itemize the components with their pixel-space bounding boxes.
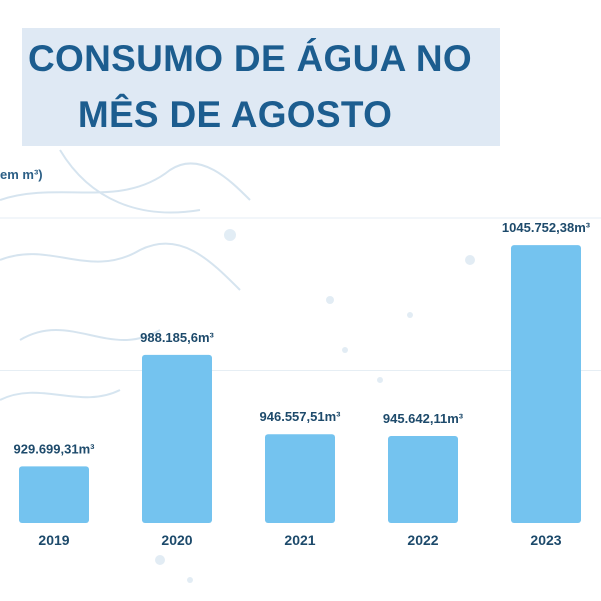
bar-2021 [265, 434, 335, 523]
data-label-2020: 988.185,6m³ [140, 330, 214, 345]
data-label-2021: 946.557,51m³ [260, 409, 342, 424]
chart-title-line-2: MÊS DE AGOSTO [77, 94, 393, 135]
data-label-2019: 929.699,31m³ [14, 441, 96, 456]
data-label-2023: 1045.752,38m³ [502, 220, 591, 235]
x-tick-label-2023: 2023 [530, 532, 561, 548]
chart-title-line-1: CONSUMO DE ÁGUA NO [28, 38, 472, 79]
bar-2019 [19, 466, 89, 523]
x-tick-label-2019: 2019 [38, 532, 69, 548]
x-tick-label-2020: 2020 [161, 532, 192, 548]
x-tick-label-2021: 2021 [284, 532, 315, 548]
bar-2023 [511, 245, 581, 523]
title-banner [22, 28, 500, 146]
unit-label: em m³) [0, 167, 43, 182]
bar-2022 [388, 435, 458, 523]
water-splash-background [0, 149, 475, 583]
bar-2020 [142, 354, 212, 523]
data-label-2022: 945.642,11m³ [383, 411, 464, 426]
x-tick-label-2022: 2022 [407, 532, 438, 548]
